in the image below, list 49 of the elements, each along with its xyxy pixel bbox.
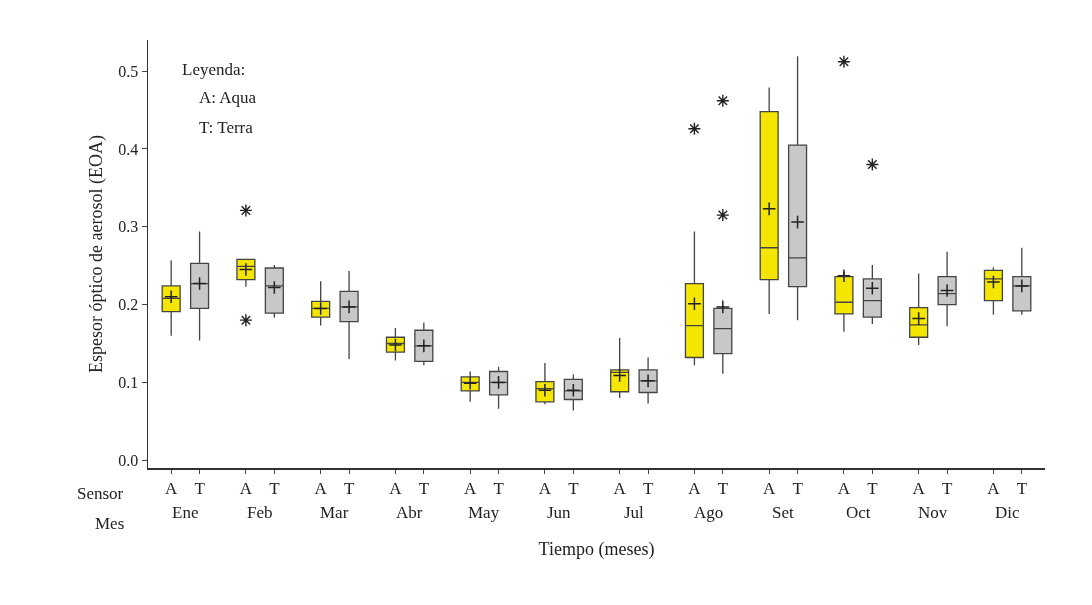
text: T — [1016, 478, 1028, 498]
y-tick-label: 0.4 — [118, 140, 139, 158]
text: A — [763, 478, 776, 498]
text: T — [792, 478, 803, 498]
x-tick-label: Mar — [320, 503, 349, 522]
x-tick-label: Jun — [547, 503, 572, 522]
text: T — [493, 478, 504, 498]
text: T — [717, 478, 729, 498]
x-tick-label: Oct — [846, 503, 871, 522]
y-tick-label: 0.2 — [118, 296, 139, 314]
text: T — [867, 478, 878, 498]
text: A — [389, 478, 402, 498]
text: A — [239, 478, 253, 498]
annotation: Leyenda: — [182, 60, 246, 79]
y-tick-label: 0.0 — [118, 451, 139, 469]
text: A — [165, 478, 178, 498]
x-tick-label: Jul — [624, 503, 645, 522]
y-tick-label: 0.5 — [118, 62, 139, 80]
annotation: A: Aqua — [199, 88, 257, 107]
text: T — [642, 478, 654, 498]
y-axis-title: Espesor óptico de aerosol (EOA) — [85, 135, 107, 373]
text: A — [987, 478, 1000, 498]
x-tick-label: Nov — [918, 503, 948, 522]
x-tick-label: Ago — [694, 503, 724, 522]
text: T — [343, 478, 355, 498]
text: A — [464, 478, 477, 498]
x-tick-label: Abr — [396, 503, 423, 522]
text: Sensor — [77, 484, 124, 503]
text: A — [912, 478, 925, 498]
text: T — [418, 478, 430, 498]
text: T — [941, 478, 953, 498]
text: A — [688, 478, 701, 498]
x-tick-label: May — [468, 503, 500, 522]
annotation: T: Terra — [199, 118, 254, 137]
text: A — [538, 478, 552, 498]
text: Mes — [95, 514, 125, 533]
text: A — [613, 478, 626, 498]
x-tick-label: Ene — [172, 503, 199, 522]
x-tick-label: Set — [772, 503, 794, 522]
x-axis-title: Tiempo (meses) — [538, 538, 655, 560]
x-tick-label: Feb — [247, 503, 273, 522]
text: T — [568, 478, 580, 498]
text: A — [314, 478, 327, 498]
y-tick-label: 0.1 — [118, 374, 139, 391]
text: T — [194, 478, 205, 498]
x-tick-label: Dic — [995, 503, 1020, 522]
y-tick-label: 0.3 — [118, 218, 139, 236]
text: A — [837, 478, 851, 498]
text: T — [269, 478, 280, 498]
